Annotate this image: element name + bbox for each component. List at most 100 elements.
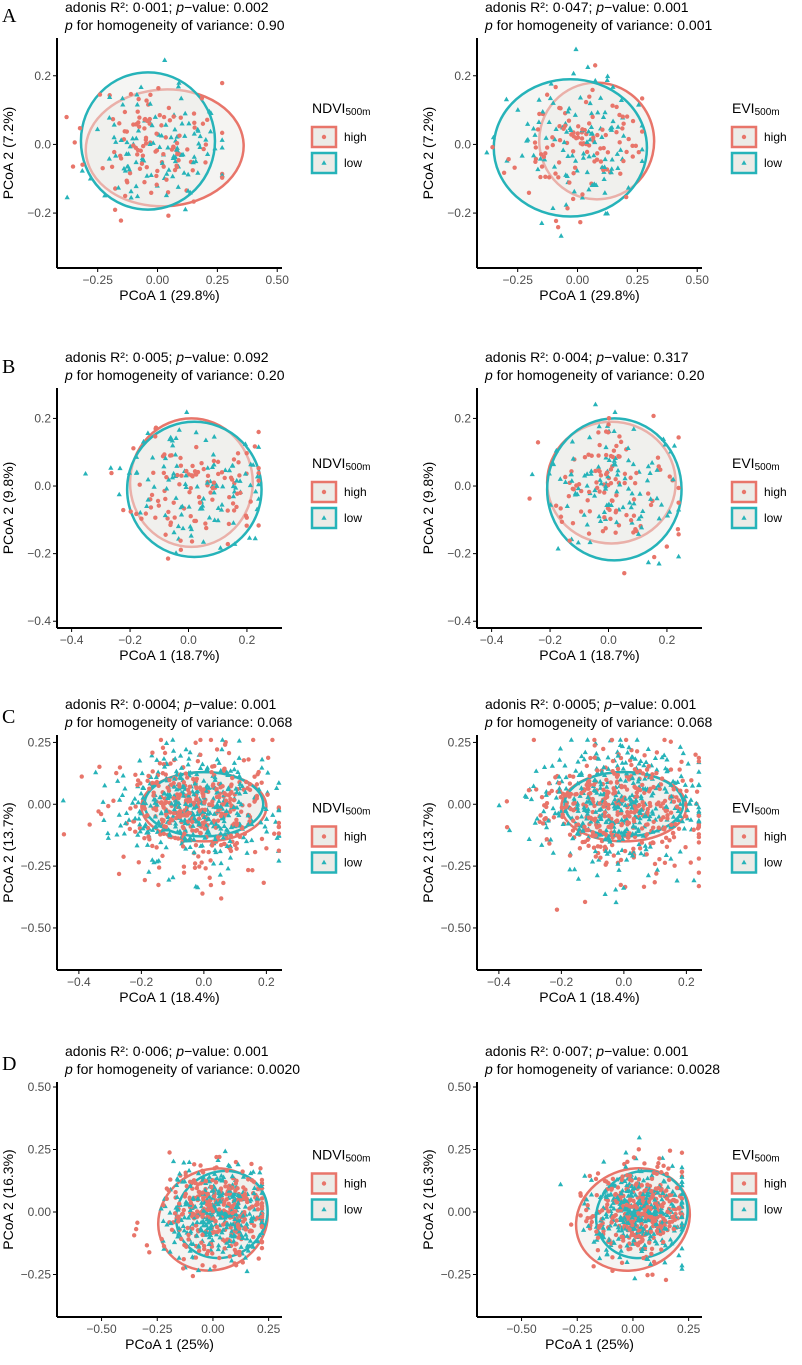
point-low xyxy=(622,778,629,783)
point-low xyxy=(230,1221,236,1227)
point-low xyxy=(629,792,635,798)
point-high xyxy=(675,527,681,532)
point-low xyxy=(625,457,632,463)
point-high xyxy=(193,518,199,524)
point-low xyxy=(219,746,225,752)
point-low xyxy=(533,768,539,773)
point-low xyxy=(636,841,642,847)
point-low xyxy=(635,1215,642,1221)
point-low xyxy=(597,518,604,523)
point-low xyxy=(188,533,194,538)
point-high xyxy=(165,785,170,790)
point-high xyxy=(642,753,647,758)
point-high xyxy=(154,779,160,785)
point-high xyxy=(628,809,634,815)
point-high xyxy=(640,1237,645,1243)
point-high xyxy=(195,1209,200,1214)
point-low xyxy=(212,1171,218,1176)
point-high xyxy=(618,882,623,888)
point-high xyxy=(157,761,163,766)
point-low xyxy=(150,140,156,145)
point-high xyxy=(626,136,631,142)
point-high xyxy=(683,814,689,819)
point-low xyxy=(636,1168,642,1173)
point-low xyxy=(619,1227,625,1233)
point-low xyxy=(617,737,623,742)
point-high xyxy=(655,1164,660,1170)
point-high xyxy=(117,765,123,770)
point-high xyxy=(569,469,574,474)
point-high xyxy=(591,1264,596,1269)
point-high xyxy=(225,508,230,513)
point-high xyxy=(156,882,161,888)
point-high xyxy=(193,1180,198,1186)
point-high xyxy=(606,813,611,819)
x-tick-label: 0.00 xyxy=(621,1322,645,1336)
point-high xyxy=(618,1244,623,1249)
point-low xyxy=(133,159,139,165)
point-low xyxy=(652,1197,658,1202)
point-high xyxy=(534,787,539,792)
point-high xyxy=(628,1246,633,1251)
point-low xyxy=(658,502,665,507)
point-high xyxy=(567,853,573,858)
point-high xyxy=(254,782,260,787)
point-low xyxy=(591,777,598,783)
point-low xyxy=(679,1220,685,1226)
point-low xyxy=(548,502,554,507)
point-high xyxy=(184,468,189,474)
point-low xyxy=(575,539,581,545)
point-low xyxy=(217,1234,223,1240)
x-tick-label: −0.2 xyxy=(118,633,142,647)
point-high xyxy=(619,811,624,816)
point-high xyxy=(650,772,655,777)
point-high xyxy=(154,173,159,179)
point-low xyxy=(193,803,199,809)
point-low xyxy=(581,512,587,517)
point-high xyxy=(608,780,613,785)
point-high xyxy=(181,1207,186,1213)
point-high xyxy=(200,790,205,796)
point-high xyxy=(595,768,600,773)
point-low xyxy=(594,1210,600,1215)
point-high xyxy=(603,796,608,801)
point-low xyxy=(276,857,282,863)
point-high xyxy=(190,463,195,469)
point-high xyxy=(162,750,168,756)
point-low xyxy=(652,755,659,760)
y-tick-label: −0.25 xyxy=(441,859,472,873)
point-low xyxy=(647,1261,654,1266)
legend-marker-high xyxy=(321,1181,327,1186)
point-low xyxy=(536,97,542,102)
point-low xyxy=(218,860,224,866)
point-low xyxy=(245,812,251,818)
point-low xyxy=(221,823,227,828)
point-low xyxy=(646,1209,652,1215)
legend-label-high: high xyxy=(344,1177,367,1191)
point-high xyxy=(504,824,510,830)
point-high xyxy=(614,443,619,449)
point-high xyxy=(175,1219,181,1224)
point-low xyxy=(182,206,189,212)
point-low xyxy=(584,169,590,175)
point-low xyxy=(607,1192,613,1197)
point-high xyxy=(568,806,573,812)
point-low xyxy=(246,1243,252,1248)
point-high xyxy=(614,1200,620,1205)
point-high xyxy=(610,758,616,764)
point-high xyxy=(70,164,76,169)
x-tick-label: 0.25 xyxy=(257,1322,281,1336)
point-high xyxy=(212,763,217,769)
point-high xyxy=(255,1186,260,1192)
legend-label-low: low xyxy=(344,156,362,170)
point-low xyxy=(186,1167,192,1173)
point-high xyxy=(609,842,615,848)
point-high xyxy=(613,1212,618,1218)
point-high xyxy=(654,750,660,755)
point-high xyxy=(558,795,563,800)
point-high xyxy=(153,425,159,430)
point-high xyxy=(182,831,187,836)
legend-title: EVI500m xyxy=(732,100,780,118)
point-low xyxy=(244,1235,250,1241)
point-low xyxy=(618,97,625,103)
